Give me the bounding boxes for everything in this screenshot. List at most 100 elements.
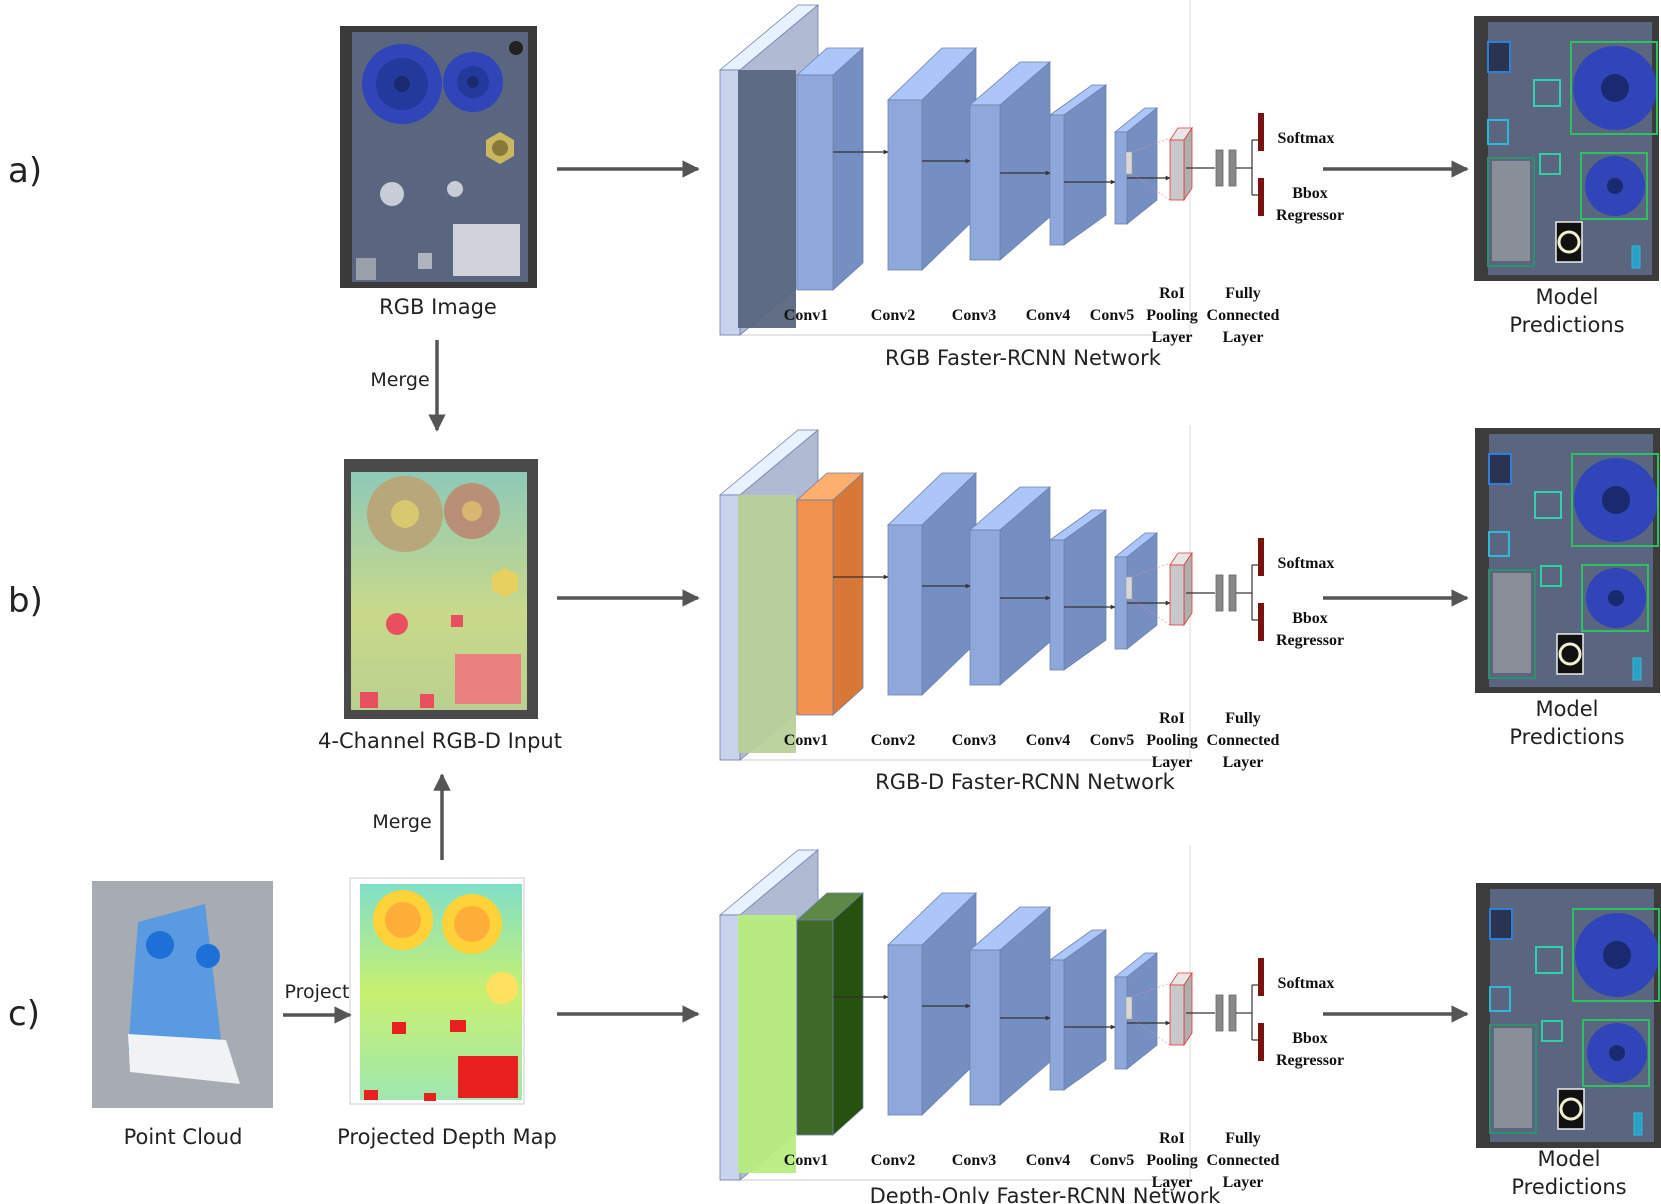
roi-label-1: RoI: [1159, 285, 1185, 302]
conv2-block: [887, 47, 977, 271]
project-label: Project: [284, 981, 349, 1003]
network-title-depth: Depth-Only Faster-RCNN Network: [870, 1184, 1222, 1204]
bbox-label-1: Bbox: [1292, 185, 1328, 202]
network-input-image: [738, 915, 796, 1173]
conv1-block: [795, 472, 865, 716]
bbox-cyan: [1535, 946, 1563, 974]
bbox-blue: [1487, 41, 1511, 73]
softmax-head: [1258, 538, 1264, 576]
output-caption-rgb-2: Predictions: [1509, 313, 1624, 337]
output-caption-rgb-1: Model: [1535, 285, 1598, 309]
flow-arrows: [283, 160, 1469, 1024]
fc-label-2: Connected: [1207, 307, 1280, 324]
bbox-gear-small: [1581, 564, 1649, 632]
roi-feature-patch: [1125, 996, 1133, 1020]
conv2-label: Conv2: [871, 1152, 915, 1169]
conv1-block: [795, 892, 865, 1136]
roi-label-2: Pooling: [1146, 307, 1198, 324]
bbox-label-1: Bbox: [1292, 1030, 1328, 1047]
conv4-label: Conv4: [1026, 732, 1070, 749]
network-title-rgbd: RGB-D Faster-RCNN Network: [875, 770, 1175, 794]
bbox-gear-large: [1570, 41, 1658, 135]
rgb-image: [340, 26, 537, 288]
fc-block-1: [1215, 994, 1224, 1032]
model-predictions-rgb: [1474, 16, 1659, 281]
bbox-label-1: Bbox: [1292, 610, 1328, 627]
softmax-head: [1258, 958, 1264, 996]
bbox-gear-small: [1580, 152, 1648, 220]
fc-block-1: [1215, 149, 1224, 187]
network-input-image: [738, 70, 796, 328]
depth-map-caption: Projected Depth Map: [337, 1125, 557, 1149]
conv3-label: Conv3: [952, 1152, 996, 1169]
fc-label-2: Connected: [1207, 732, 1280, 749]
rgbd-input-image: [344, 459, 538, 719]
bbox-connector: [1488, 569, 1536, 679]
bbox-cyan-small: [1487, 119, 1509, 145]
roi-feature-patch: [1125, 576, 1133, 600]
bbox-gear-large: [1572, 908, 1660, 1002]
conv5-block: [1113, 952, 1159, 1070]
roi-label-2: Pooling: [1146, 1152, 1198, 1169]
ring: [1559, 1097, 1583, 1121]
conv1-label: Conv1: [784, 307, 828, 324]
output-caption-depth-2: Predictions: [1511, 1175, 1626, 1199]
roi-pooling-block: [1169, 971, 1193, 1047]
roi-pooling-block: [1169, 551, 1193, 627]
fc-block-2: [1228, 994, 1237, 1032]
model-predictions-rgbd: [1475, 428, 1660, 693]
conv2-block: [887, 892, 977, 1116]
fc-block-1: [1215, 574, 1224, 612]
softmax-label: Softmax: [1278, 555, 1335, 572]
projected-depth-map-image: [349, 877, 525, 1105]
conv5-block: [1113, 532, 1159, 650]
network-input-image: [738, 495, 796, 753]
bbox-bolt: [1631, 245, 1641, 269]
bbox-head: [1258, 603, 1264, 641]
bbox-bolt: [1633, 1112, 1643, 1136]
ring: [1558, 642, 1582, 666]
conv5-block: [1113, 107, 1159, 225]
fc-label-1: Fully: [1225, 710, 1261, 727]
gear-hub: [1609, 1045, 1625, 1061]
conv2-block: [887, 472, 977, 696]
gear-hub: [1603, 941, 1631, 969]
fc-label-2: Connected: [1207, 1152, 1280, 1169]
softmax-label: Softmax: [1278, 975, 1335, 992]
merge-label-bottom: Merge: [372, 811, 431, 833]
ring: [1557, 230, 1581, 254]
roi-projection-line: [1131, 982, 1171, 998]
row-label-b: b): [8, 581, 43, 621]
bbox-bolt: [1632, 657, 1642, 681]
conv4-block: [1048, 929, 1108, 1091]
conv1-label: Conv1: [784, 732, 828, 749]
rgbd-input-caption: 4-Channel RGB-D Input: [318, 729, 562, 753]
softmax-label: Softmax: [1278, 130, 1335, 147]
bbox-cyan-small: [1489, 986, 1511, 1012]
bbox-green-small: [1541, 1020, 1563, 1042]
connector-part: [1492, 161, 1530, 261]
conv4-block: [1048, 84, 1108, 246]
roi-pooling-block: [1169, 126, 1193, 202]
bbox-blue: [1488, 453, 1512, 485]
connector-part: [1494, 1028, 1532, 1128]
gear-hub: [1608, 590, 1624, 606]
gear-hub: [1607, 178, 1623, 194]
roi-label-3: Layer: [1152, 329, 1193, 346]
bbox-head: [1258, 1023, 1264, 1061]
roi-label-1: RoI: [1159, 1130, 1185, 1147]
bbox-cyan: [1533, 79, 1561, 107]
fc-label-3: Layer: [1223, 1174, 1264, 1191]
conv2-label: Conv2: [871, 307, 915, 324]
network-rgb: Conv1 Conv2 Conv3 Conv4 Conv5 RoI Pooling Layer…: [718, 0, 1344, 346]
bbox-cyan-small: [1488, 531, 1510, 557]
point-cloud-image: [92, 881, 273, 1108]
conv3-block: [968, 486, 1052, 686]
network-rgbd: Conv1 Conv2 Conv3 Conv4 Conv5 RoI Pooling Layer…: [718, 425, 1344, 771]
bbox-blue: [1489, 908, 1513, 940]
conv3-label: Conv3: [952, 732, 996, 749]
network-depth: Conv1 Conv2 Conv3 Conv4 Conv5 RoI Pooling Layer…: [718, 845, 1344, 1191]
bbox-head: [1258, 178, 1264, 216]
bbox-label-2: Regressor: [1276, 207, 1344, 224]
fc-label-1: Fully: [1225, 1130, 1261, 1147]
